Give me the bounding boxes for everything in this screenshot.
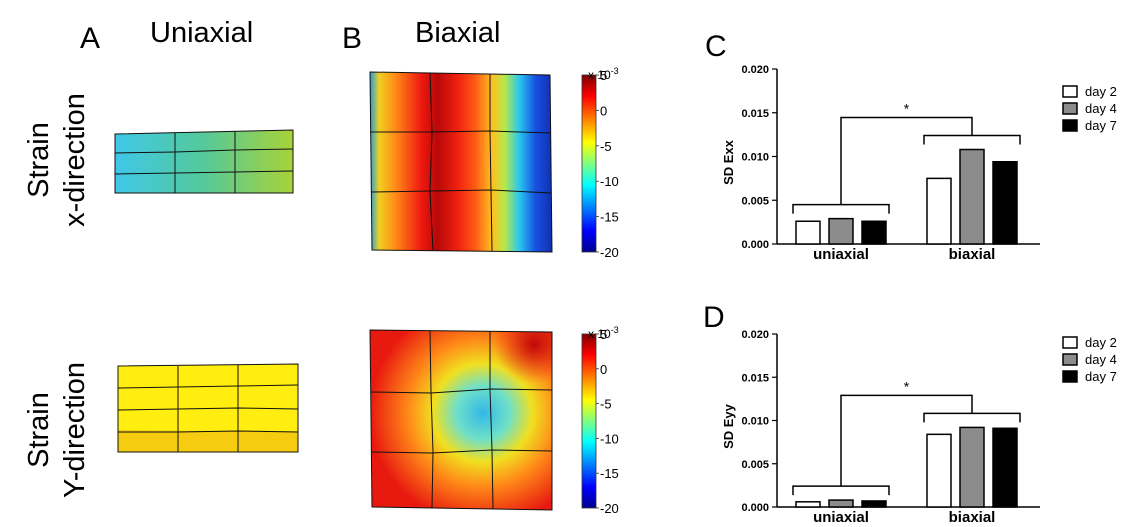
row-label-x-line2: x-direction xyxy=(59,93,91,227)
legend-label: day 2 xyxy=(1085,335,1117,350)
y-tick-label: 0.000 xyxy=(741,502,769,514)
significance-bracket xyxy=(840,394,973,487)
row-label-y-line2: Y-direction xyxy=(59,362,91,498)
bar xyxy=(992,427,1018,508)
bar xyxy=(828,217,854,245)
bar xyxy=(926,177,952,245)
group-bracket xyxy=(792,485,890,496)
bar xyxy=(795,220,821,245)
panel-a-letter: A xyxy=(80,22,100,55)
biaxial-y-strain-map xyxy=(369,329,553,511)
colorbar-bottom: x 10-350-5-10-15-20 xyxy=(581,325,619,516)
group-bracket xyxy=(792,203,890,214)
x-tick-label: biaxial xyxy=(949,509,996,526)
y-tick-label: 0.000 xyxy=(741,239,769,251)
panel-b-title: Biaxial xyxy=(415,17,500,49)
y-tick-label: 0.010 xyxy=(741,152,769,164)
legend-label: day 7 xyxy=(1085,369,1117,384)
row-label-x-line1: Strain xyxy=(23,122,55,198)
colorbar-tick-label: -15 xyxy=(600,466,619,481)
colorbar-tick-label: -20 xyxy=(600,501,619,516)
colorbar-exponent: -3 xyxy=(611,325,619,335)
colorbar-tick-label: 0 xyxy=(600,103,607,118)
row-label-y: Strain Y-direction xyxy=(23,362,91,498)
legend-swatch xyxy=(1062,85,1078,98)
bar xyxy=(926,433,952,508)
legend-label: day 4 xyxy=(1085,101,1117,116)
legend-swatch xyxy=(1062,102,1078,115)
bar xyxy=(861,500,887,508)
colorbar-tick-label: -5 xyxy=(600,397,612,412)
colorbar-tick-label: -15 xyxy=(600,210,619,225)
y-axis-label: SD Eyy xyxy=(721,403,736,449)
x-tick-label: uniaxial xyxy=(813,509,869,526)
y-tick-label: 0.010 xyxy=(741,416,769,428)
row-label-y-line1: Strain xyxy=(23,392,55,468)
legend-swatch xyxy=(1062,353,1078,366)
legend-swatch xyxy=(1062,370,1078,383)
panel-d-letter: D xyxy=(703,301,725,334)
significance-bracket xyxy=(840,116,973,205)
colorbar-tick-label: 0 xyxy=(600,362,607,377)
colorbar-tick-label: -20 xyxy=(600,245,619,260)
uniaxial-y-strain-map xyxy=(117,363,299,453)
bar xyxy=(959,426,985,508)
group-bracket xyxy=(923,134,1021,145)
bar xyxy=(861,220,887,245)
colorbar-gradient xyxy=(581,333,597,509)
y-axis-label: SD Exx xyxy=(721,139,736,185)
colorbar-tick-label: -5 xyxy=(600,139,612,154)
group-bracket xyxy=(923,412,1021,423)
colorbar-tick-label: 5 xyxy=(600,68,607,83)
bar xyxy=(992,161,1018,245)
legend-label: day 2 xyxy=(1085,84,1117,99)
significance-marker: * xyxy=(904,101,910,117)
colorbar-exponent: -3 xyxy=(611,66,619,76)
panel-b-letter: B xyxy=(342,22,362,55)
significance-marker: * xyxy=(904,378,910,394)
legend-label: day 4 xyxy=(1085,352,1117,367)
panel-c-letter: C xyxy=(705,30,727,63)
bar xyxy=(828,499,854,508)
uniaxial-x-strain-map xyxy=(114,129,294,194)
x-tick-label: biaxial xyxy=(949,246,996,263)
y-tick-label: 0.020 xyxy=(741,64,769,76)
x-tick-label: uniaxial xyxy=(813,246,869,263)
y-tick-label: 0.020 xyxy=(741,329,769,341)
colorbar-top: x 10-350-5-10-15-20 xyxy=(581,66,619,260)
panel-a-title: Uniaxial xyxy=(150,17,253,49)
bar xyxy=(959,148,985,245)
y-tick-label: 0.005 xyxy=(741,459,769,471)
bar xyxy=(795,501,821,508)
y-tick-label: 0.015 xyxy=(741,372,769,384)
y-tick-label: 0.015 xyxy=(741,108,769,120)
colorbar-gradient xyxy=(581,74,597,253)
legend-label: day 7 xyxy=(1085,118,1117,133)
biaxial-x-strain-map xyxy=(369,71,553,253)
legend-swatch xyxy=(1062,119,1078,132)
chart-d: 0.000 0.005 0.010 0.015 0.020 SD Eyy uniaxial b… xyxy=(721,329,1117,526)
legend-swatch xyxy=(1062,336,1078,349)
colorbar-tick-label: -10 xyxy=(600,431,619,446)
colorbar-tick-label: 5 xyxy=(600,327,607,342)
colorbar-tick-label: -10 xyxy=(600,174,619,189)
y-tick-label: 0.005 xyxy=(741,195,769,207)
chart-c: 0.000 0.005 0.010 0.015 0.020 SD Exx uniaxial b… xyxy=(721,64,1117,263)
row-label-x: Strain x-direction xyxy=(23,93,91,227)
